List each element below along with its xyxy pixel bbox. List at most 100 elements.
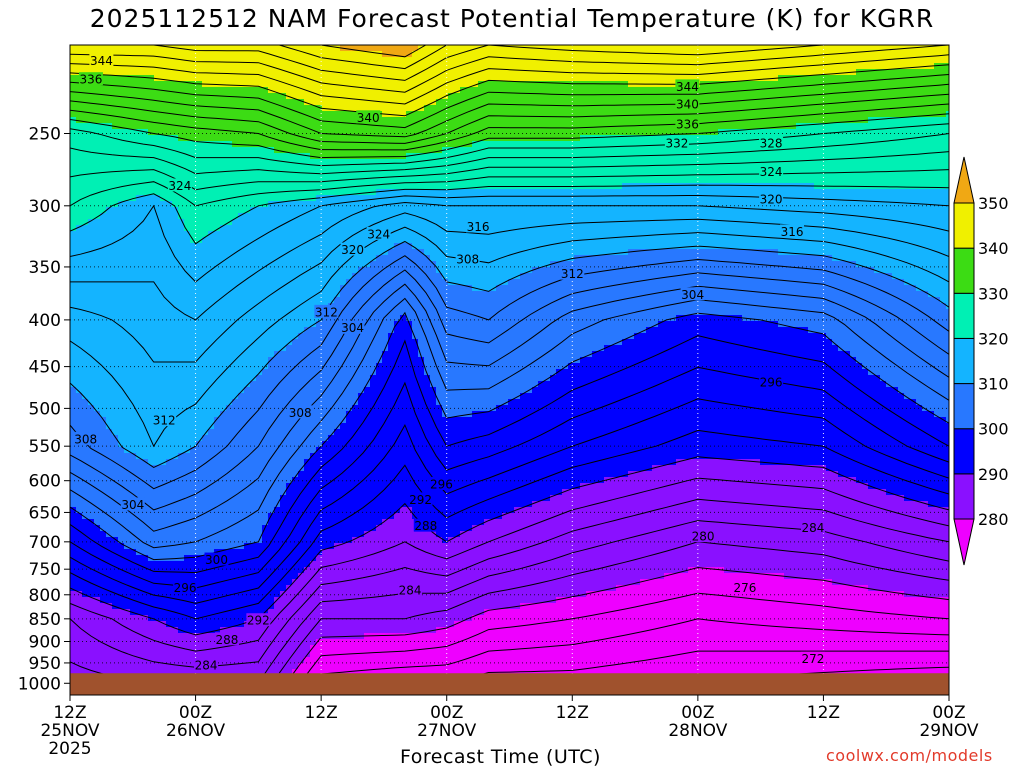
theta-cell	[76, 579, 83, 586]
theta-cell	[178, 93, 185, 100]
theta-cell	[256, 447, 263, 454]
theta-cell	[118, 573, 125, 580]
theta-cell	[334, 393, 341, 400]
theta-cell	[232, 69, 239, 76]
theta-cell	[280, 477, 287, 484]
theta-cell	[184, 261, 191, 268]
theta-cell	[184, 639, 191, 646]
theta-cell	[88, 381, 95, 388]
theta-cell	[232, 75, 239, 82]
theta-cell	[292, 483, 299, 490]
theta-cell	[310, 261, 317, 268]
theta-cell	[82, 471, 89, 478]
theta-cell	[166, 255, 173, 262]
theta-cell	[250, 429, 257, 436]
theta-cell	[106, 441, 113, 448]
theta-cell	[130, 489, 137, 496]
theta-cell	[244, 351, 251, 358]
theta-cell	[154, 477, 161, 484]
theta-cell	[214, 45, 221, 52]
theta-cell	[310, 231, 317, 238]
theta-cell	[118, 159, 125, 166]
theta-cell	[214, 441, 221, 448]
theta-cell	[310, 267, 317, 274]
theta-cell	[238, 111, 245, 118]
theta-cell	[208, 51, 215, 58]
theta-cell	[178, 57, 185, 64]
theta-cell	[166, 321, 173, 328]
theta-cell	[238, 603, 245, 610]
theta-cell	[70, 105, 77, 112]
theta-cell	[298, 561, 305, 568]
theta-cell	[76, 447, 83, 454]
theta-cell	[148, 261, 155, 268]
theta-cell	[298, 483, 305, 490]
theta-cell	[238, 495, 245, 502]
theta-cell	[286, 387, 293, 394]
theta-cell	[316, 291, 323, 298]
theta-cell	[214, 597, 221, 604]
theta-cell	[202, 225, 209, 232]
theta-cell	[136, 525, 143, 532]
theta-cell	[316, 573, 323, 580]
theta-cell	[262, 513, 269, 520]
theta-cell	[124, 69, 131, 76]
theta-cell	[76, 525, 83, 532]
theta-cell	[286, 519, 293, 526]
theta-cell	[70, 657, 77, 664]
theta-cell	[106, 99, 113, 106]
theta-cell	[334, 507, 341, 514]
theta-cell	[238, 285, 245, 292]
theta-cell	[184, 315, 191, 322]
theta-cell	[250, 561, 257, 568]
theta-cell	[154, 423, 161, 430]
theta-cell	[106, 567, 113, 574]
theta-cell	[298, 345, 305, 352]
theta-cell	[268, 141, 275, 148]
theta-cell	[136, 141, 143, 148]
theta-cell	[82, 237, 89, 244]
theta-cell	[100, 531, 107, 538]
theta-cell	[142, 123, 149, 130]
theta-cell	[160, 435, 167, 442]
theta-cell	[244, 237, 251, 244]
theta-cell	[334, 93, 341, 100]
theta-cell	[178, 255, 185, 262]
theta-cell	[226, 333, 233, 340]
theta-cell	[196, 201, 203, 208]
theta-cell	[112, 489, 119, 496]
theta-cell	[82, 201, 89, 208]
theta-cell	[196, 627, 203, 634]
theta-cell	[94, 567, 101, 574]
theta-cell	[226, 483, 233, 490]
theta-cell	[328, 69, 335, 76]
theta-cell	[268, 435, 275, 442]
theta-cell	[190, 135, 197, 142]
theta-cell	[316, 393, 323, 400]
theta-cell	[88, 585, 95, 592]
theta-cell	[298, 393, 305, 400]
theta-cell	[340, 525, 347, 532]
theta-cell	[184, 207, 191, 214]
theta-cell	[334, 345, 341, 352]
theta-cell	[286, 87, 293, 94]
theta-cell	[310, 651, 317, 658]
theta-cell	[250, 75, 257, 82]
theta-cell	[76, 105, 83, 112]
theta-cell	[310, 633, 317, 640]
theta-cell	[172, 249, 179, 256]
theta-cell	[268, 207, 275, 214]
theta-cell	[166, 81, 173, 88]
theta-cell	[82, 117, 89, 124]
theta-cell	[178, 111, 185, 118]
theta-cell	[220, 573, 227, 580]
theta-cell	[118, 255, 125, 262]
theta-cell	[190, 249, 197, 256]
theta-cell	[142, 609, 149, 616]
theta-cell	[82, 345, 89, 352]
theta-cell	[208, 669, 215, 676]
theta-cell	[232, 297, 239, 304]
theta-cell	[238, 99, 245, 106]
theta-cell	[340, 555, 347, 562]
theta-cell	[262, 273, 269, 280]
